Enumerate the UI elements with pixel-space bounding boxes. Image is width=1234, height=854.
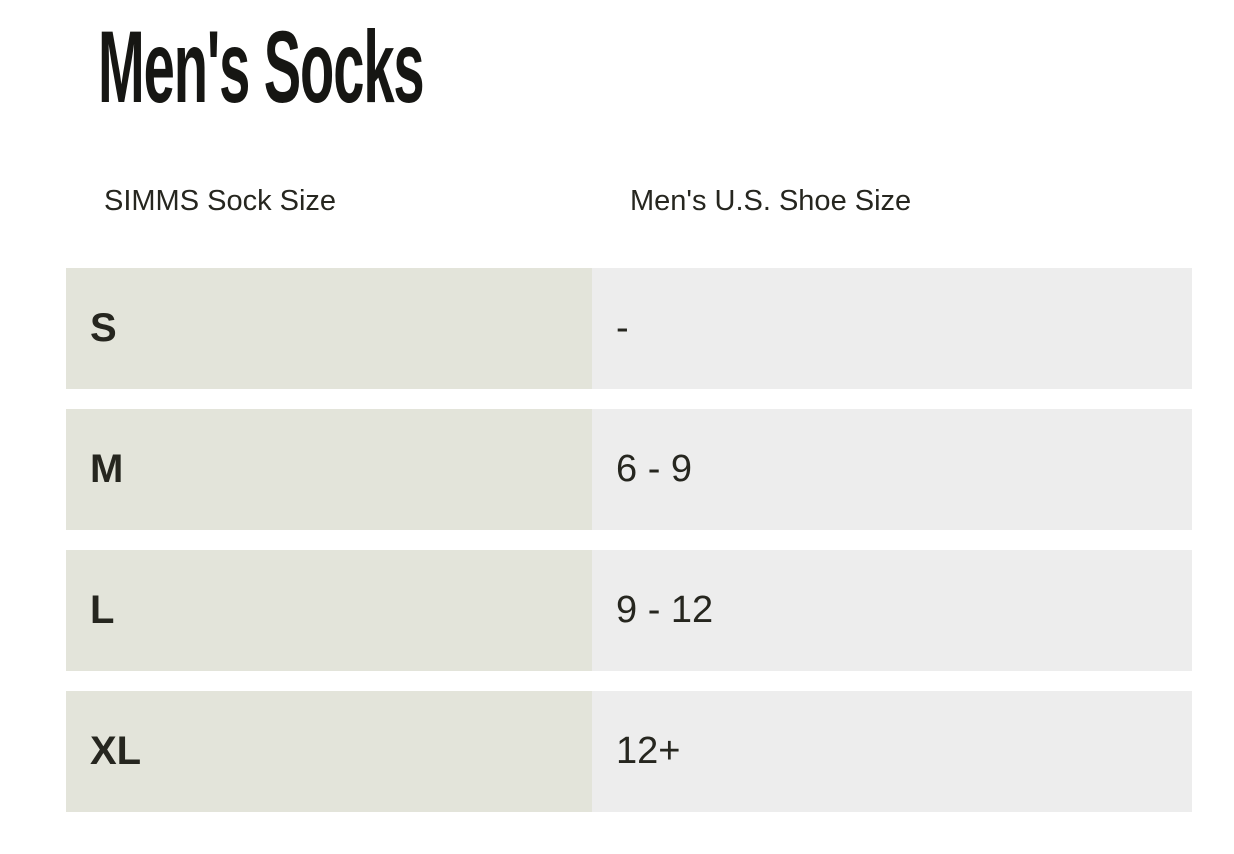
sock-size-label: XL xyxy=(90,729,142,773)
shoe-size-cell: 6 - 9 xyxy=(592,409,1192,530)
sock-size-label: M xyxy=(90,447,124,491)
size-chart-header-row: SIMMS Sock Size Men's U.S. Shoe Size xyxy=(66,185,1192,218)
shoe-size-value: 12+ xyxy=(616,730,681,772)
sock-size-cell: S xyxy=(66,268,592,389)
sock-size-cell: L xyxy=(66,550,592,671)
size-chart-body: S - M 6 - 9 L 9 - 12 XL 12+ xyxy=(66,268,1192,832)
shoe-size-value: 9 - 12 xyxy=(616,589,714,631)
sock-size-cell: XL xyxy=(66,691,592,812)
sock-size-cell: M xyxy=(66,409,592,530)
sock-size-label: S xyxy=(90,306,117,350)
shoe-size-cell: - xyxy=(592,268,1192,389)
sock-size-label: L xyxy=(90,588,115,632)
size-chart-row: S - xyxy=(66,268,1192,389)
shoe-size-cell: 9 - 12 xyxy=(592,550,1192,671)
column-header-shoe-size: Men's U.S. Shoe Size xyxy=(630,185,912,217)
column-header-sock-size: SIMMS Sock Size xyxy=(104,185,337,217)
page-title: Men's Socks xyxy=(98,10,425,124)
shoe-size-value: 6 - 9 xyxy=(616,448,693,490)
shoe-size-value: - xyxy=(616,307,629,349)
size-chart-row: M 6 - 9 xyxy=(66,409,1192,530)
size-chart-row: XL 12+ xyxy=(66,691,1192,812)
shoe-size-cell: 12+ xyxy=(592,691,1192,812)
size-chart-row: L 9 - 12 xyxy=(66,550,1192,671)
